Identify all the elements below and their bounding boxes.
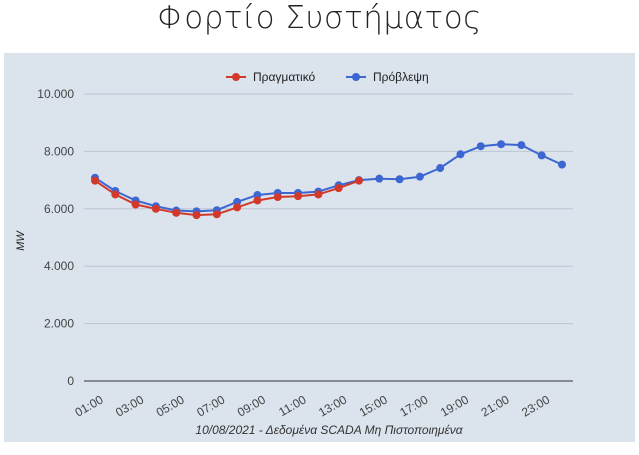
axis-layer: 0 2.000 4.000 6.000 8.000 10.000 01:00 03:00 05:…: [37, 87, 573, 420]
series-line-forecast: [94, 143, 563, 213]
data-point-forecast[interactable]: [436, 164, 445, 173]
legend-swatch-dot: [352, 73, 360, 81]
data-point-forecast[interactable]: [456, 150, 465, 159]
data-point-actual[interactable]: [151, 204, 160, 213]
data-point-forecast[interactable]: [375, 174, 384, 183]
chart-panel: 0 2.000 4.000 6.000 8.000 10.000 01:00 03:00 05:…: [4, 53, 635, 442]
y-tick-label: 6.000: [44, 202, 74, 216]
x-axis-title: 10/08/2021 - Δεδομένα SCADA Μη Πιστοποιη…: [195, 423, 463, 437]
series-layer: [91, 140, 566, 220]
legend-swatch-dot: [232, 73, 240, 81]
data-point-forecast[interactable]: [558, 160, 566, 169]
x-tick-label: 05:00: [154, 392, 187, 419]
data-point-forecast[interactable]: [415, 172, 424, 181]
y-tick-label: 2.000: [44, 317, 74, 331]
data-point-actual[interactable]: [192, 211, 201, 220]
legend-label: Πρόβλεψη: [373, 70, 429, 84]
data-point-actual[interactable]: [294, 192, 303, 201]
data-point-actual[interactable]: [314, 190, 323, 199]
x-tick-label: 11:00: [276, 392, 309, 419]
x-tick-label: 13:00: [316, 392, 349, 419]
data-point-forecast[interactable]: [517, 141, 526, 150]
data-point-actual[interactable]: [253, 196, 262, 205]
data-point-actual[interactable]: [334, 184, 343, 193]
x-tick-label: 07:00: [194, 392, 227, 419]
data-point-actual[interactable]: [91, 176, 99, 185]
x-tick-label: 17:00: [397, 392, 430, 419]
y-axis-title: MW: [15, 230, 27, 251]
y-tick-label: 10.000: [37, 87, 74, 101]
x-tick-label: 09:00: [235, 392, 268, 419]
legend-item-forecast[interactable]: Πρόβλεψη: [346, 70, 429, 84]
y-tick-label: 0: [67, 374, 74, 388]
data-point-actual[interactable]: [172, 208, 181, 217]
data-point-actual[interactable]: [273, 193, 282, 202]
y-tick-label: 8.000: [44, 144, 74, 158]
data-point-forecast[interactable]: [497, 140, 506, 149]
load-chart: 0 2.000 4.000 6.000 8.000 10.000 01:00 03:00 05:…: [15, 70, 573, 437]
data-point-actual[interactable]: [111, 190, 120, 199]
page-title: Φορτίο Συστήματος: [157, 0, 482, 36]
legend[interactable]: Πραγματικό Πρόβλεψη: [226, 70, 429, 84]
data-point-forecast[interactable]: [537, 151, 546, 160]
x-tick-label: 23:00: [519, 392, 552, 419]
legend-item-actual[interactable]: Πραγματικό: [226, 70, 316, 84]
y-tick-label: 4.000: [44, 259, 74, 273]
data-point-forecast[interactable]: [476, 142, 485, 151]
x-tick-label: 21:00: [479, 392, 512, 419]
data-point-actual[interactable]: [354, 176, 363, 185]
x-tick-label: 01:00: [72, 392, 105, 419]
x-tick-label: 19:00: [438, 392, 471, 419]
series-actual: [91, 176, 363, 220]
data-point-forecast[interactable]: [395, 175, 404, 184]
data-point-actual[interactable]: [212, 210, 221, 219]
legend-label: Πραγματικό: [253, 70, 316, 84]
data-point-actual[interactable]: [131, 200, 140, 209]
data-point-actual[interactable]: [233, 203, 242, 212]
x-tick-label: 03:00: [113, 392, 146, 419]
x-tick-label: 15:00: [357, 392, 390, 419]
